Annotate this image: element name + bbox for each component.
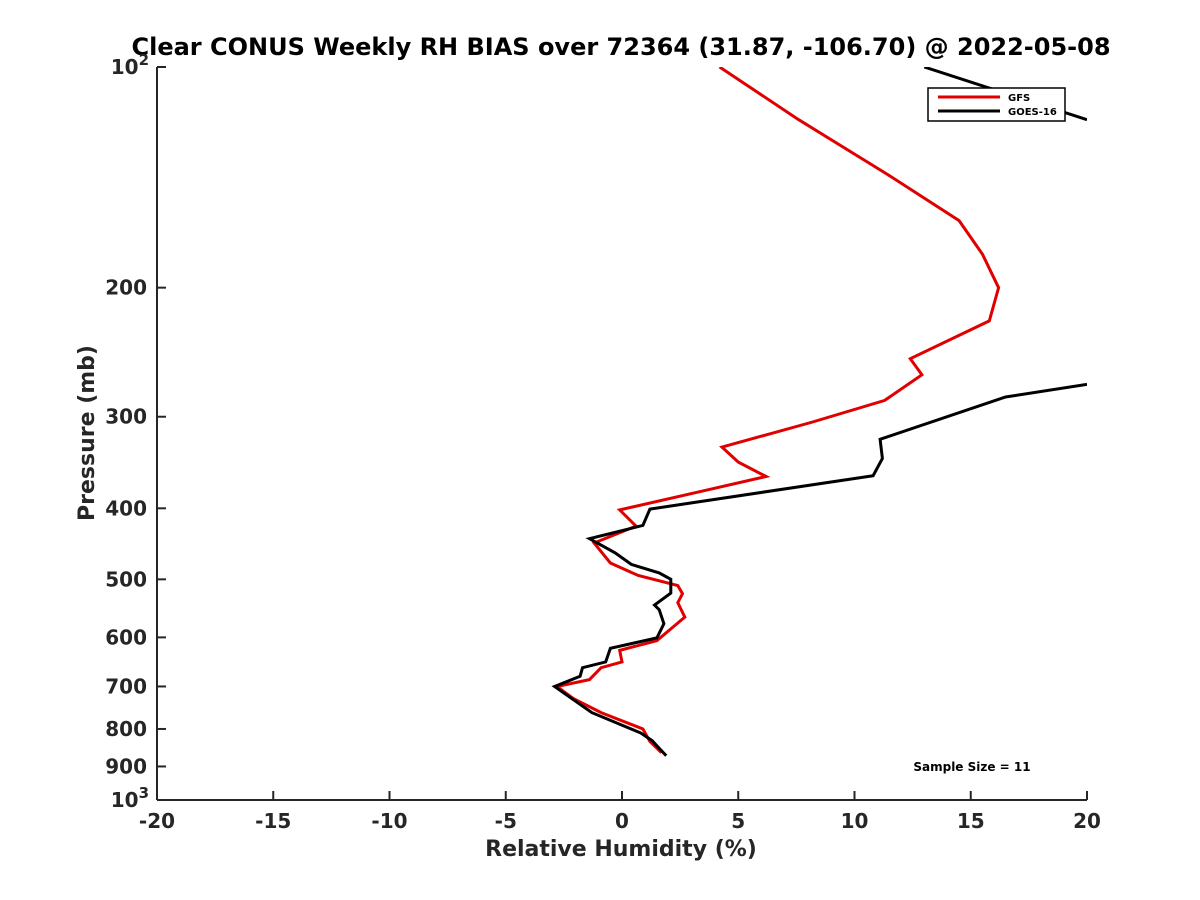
y-tick-base: 900: [105, 754, 147, 778]
y-tick-base: 700: [105, 674, 147, 698]
x-tick-label: -10: [371, 809, 407, 833]
x-tick-label: 15: [957, 809, 985, 833]
y-tick-label: 700: [105, 674, 147, 698]
x-tick-label: -5: [495, 809, 517, 833]
y-tick-exponent: 2: [139, 51, 149, 69]
y-tick-base: 10: [111, 55, 139, 79]
y-tick-base: 400: [105, 496, 147, 520]
series-line-gfs: [553, 67, 1001, 754]
x-tick-label: -20: [139, 809, 175, 833]
y-tick-label: 800: [105, 717, 147, 741]
x-tick-label: 5: [731, 809, 745, 833]
y-tick-label: 600: [105, 625, 147, 649]
x-tick-label: -15: [255, 809, 291, 833]
y-tick-base: 600: [105, 625, 147, 649]
x-tick-label: 10: [841, 809, 869, 833]
y-tick-base: 800: [105, 717, 147, 741]
y-tick-base: 500: [105, 567, 147, 591]
legend-box: [927, 87, 1066, 122]
chart-title: Clear CONUS Weekly RH BIAS over 72364 (3…: [131, 33, 1110, 61]
x-tick-label: 20: [1073, 809, 1101, 833]
y-tick-label: 900: [105, 754, 147, 778]
y-tick-base: 10: [111, 788, 139, 812]
legend-label-goes-16: GOES-16: [1008, 107, 1057, 118]
y-tick-base: 300: [105, 405, 147, 429]
sample-size-annotation: Sample Size = 11: [913, 760, 1030, 774]
y-tick-label: 300: [105, 405, 147, 429]
y-tick-label: 200: [105, 276, 147, 300]
axes: -20 -15 -10 -5 0 5 10 15 20102200300400500600700…: [105, 51, 1101, 833]
legend: GFS GOES-16: [927, 87, 1066, 122]
series-line-goes-16: [551, 382, 1087, 757]
x-axis-label: Relative Humidity (%): [485, 837, 757, 862]
y-tick-base: 200: [105, 276, 147, 300]
legend-label-gfs: GFS: [1008, 93, 1030, 104]
plot-area: [551, 67, 1087, 757]
y-tick-label: 102: [111, 51, 149, 79]
x-tick-label: 0: [615, 809, 629, 833]
y-tick-label: 500: [105, 567, 147, 591]
y-axis-label: Pressure (mb): [75, 345, 100, 521]
y-tick-exponent: 3: [139, 784, 149, 802]
y-tick-label: 400: [105, 496, 147, 520]
y-tick-label: 103: [111, 784, 149, 812]
